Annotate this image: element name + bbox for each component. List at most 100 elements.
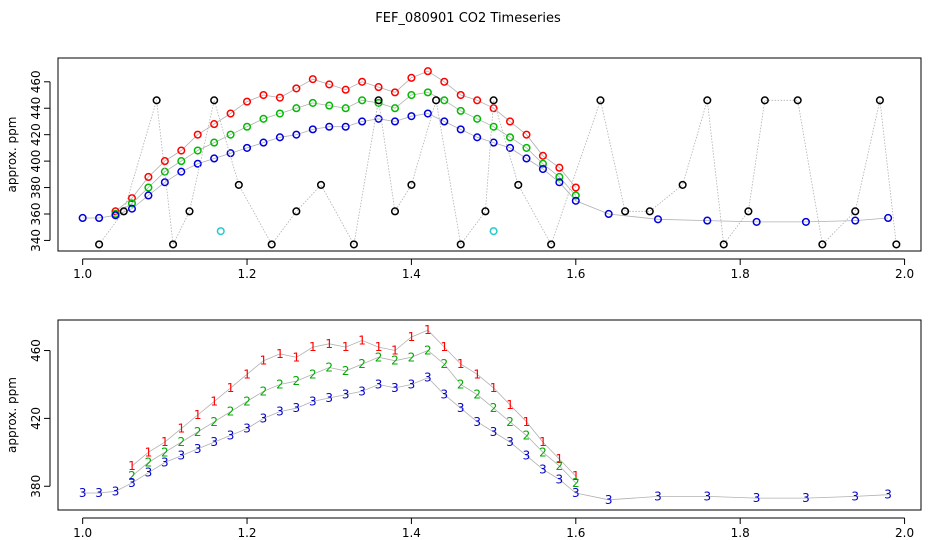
data-point [259,114,268,123]
data-point-label: 3 [424,371,432,385]
data-point-label: 2 [128,469,136,483]
data-point [571,196,580,205]
data-point [473,96,482,105]
data-point-label: 2 [358,357,366,371]
data-point [325,122,334,131]
data-point [325,80,334,89]
x-tick-label: 1.0 [73,267,92,281]
data-point [407,112,416,121]
y-tick-label: 400 [29,150,43,173]
data-point [341,122,350,131]
data-point [308,125,317,134]
data-point [127,194,137,203]
data-point-label: 1 [260,354,268,368]
data-point [119,207,128,216]
data-point [440,117,449,126]
data-point [875,96,884,105]
data-point-label: 1 [408,330,416,344]
data-point-label: 3 [95,486,103,500]
data-point [144,191,153,200]
data-point-label: 3 [490,425,498,439]
data-point-label: 3 [391,381,399,395]
data-point [407,90,416,100]
data-point [242,143,252,152]
data-point [538,151,547,160]
data-point-label: 3 [408,377,416,391]
data-point [653,215,663,224]
data-point-label: 3 [358,384,366,398]
data-point [234,180,243,189]
y-axis-title: approx. ppm [5,117,19,193]
data-point [127,199,137,208]
data-point [571,191,580,200]
data-point [358,117,367,126]
data-point-label: 1 [358,333,366,347]
data-point-label: 2 [243,394,251,408]
data-point [760,96,769,105]
data-point [374,83,383,92]
data-point [793,96,802,105]
data-point-label: 3 [605,493,613,507]
data-point [341,104,350,113]
data-point-label: 2 [342,364,350,378]
data-point-label: 3 [210,435,218,449]
data-point [292,130,301,139]
data-point-label: 2 [408,350,416,364]
data-point [111,211,120,220]
series-cal [216,227,498,236]
data-point [752,217,761,226]
data-point-label: 1 [506,398,514,412]
data-point [522,130,531,139]
data-point [555,163,564,172]
data-point-label: 1 [177,422,185,436]
data-point [621,207,630,216]
data-point-label: 2 [161,445,169,459]
data-point [489,96,498,105]
data-point-label: 3 [703,489,711,503]
data-point-label: 1 [145,445,153,459]
y-tick-label: 380 [29,176,43,199]
data-point [801,217,810,226]
data-point [144,183,153,192]
data-point-label: 2 [490,401,498,415]
data-point [160,178,169,187]
data-point-label: 2 [325,361,333,375]
data-point-label: 2 [424,344,432,358]
data-point-label: 3 [145,466,153,480]
data-point-label: 3 [177,449,185,463]
data-point-label: 2 [194,425,202,439]
data-point [892,240,901,249]
data-point [210,96,219,105]
x-tick-label: 1.6 [566,526,585,540]
data-point [160,157,169,166]
data-point-label: 3 [112,484,120,498]
data-point [596,96,605,105]
data-point [645,207,654,216]
series-connector [82,377,889,501]
data-point [374,98,383,107]
data-point-label: 1 [391,344,399,358]
data-point-label: 2 [539,445,547,459]
data-point [703,96,712,105]
series-connector [115,91,577,215]
data-point [152,96,161,105]
data-point-label: 1 [342,340,350,354]
data-point-label: 2 [572,476,580,490]
data-point-label: 2 [523,428,531,442]
x-tick-label: 1.2 [237,267,256,281]
data-point [423,88,432,97]
data-point-label: 1 [375,340,383,354]
data-point-label: 3 [342,388,350,402]
data-point [514,180,523,189]
data-point-label: 3 [79,486,87,500]
data-point [522,143,531,152]
x-tick-label: 1.6 [566,267,585,281]
data-point-label: 3 [128,476,136,490]
data-point-label: 2 [145,456,153,470]
data-point-label: 3 [851,489,859,503]
x-tick-label: 1.8 [731,267,750,281]
data-point-label: 1 [490,381,498,395]
data-point [818,240,827,249]
data-point [374,114,383,123]
